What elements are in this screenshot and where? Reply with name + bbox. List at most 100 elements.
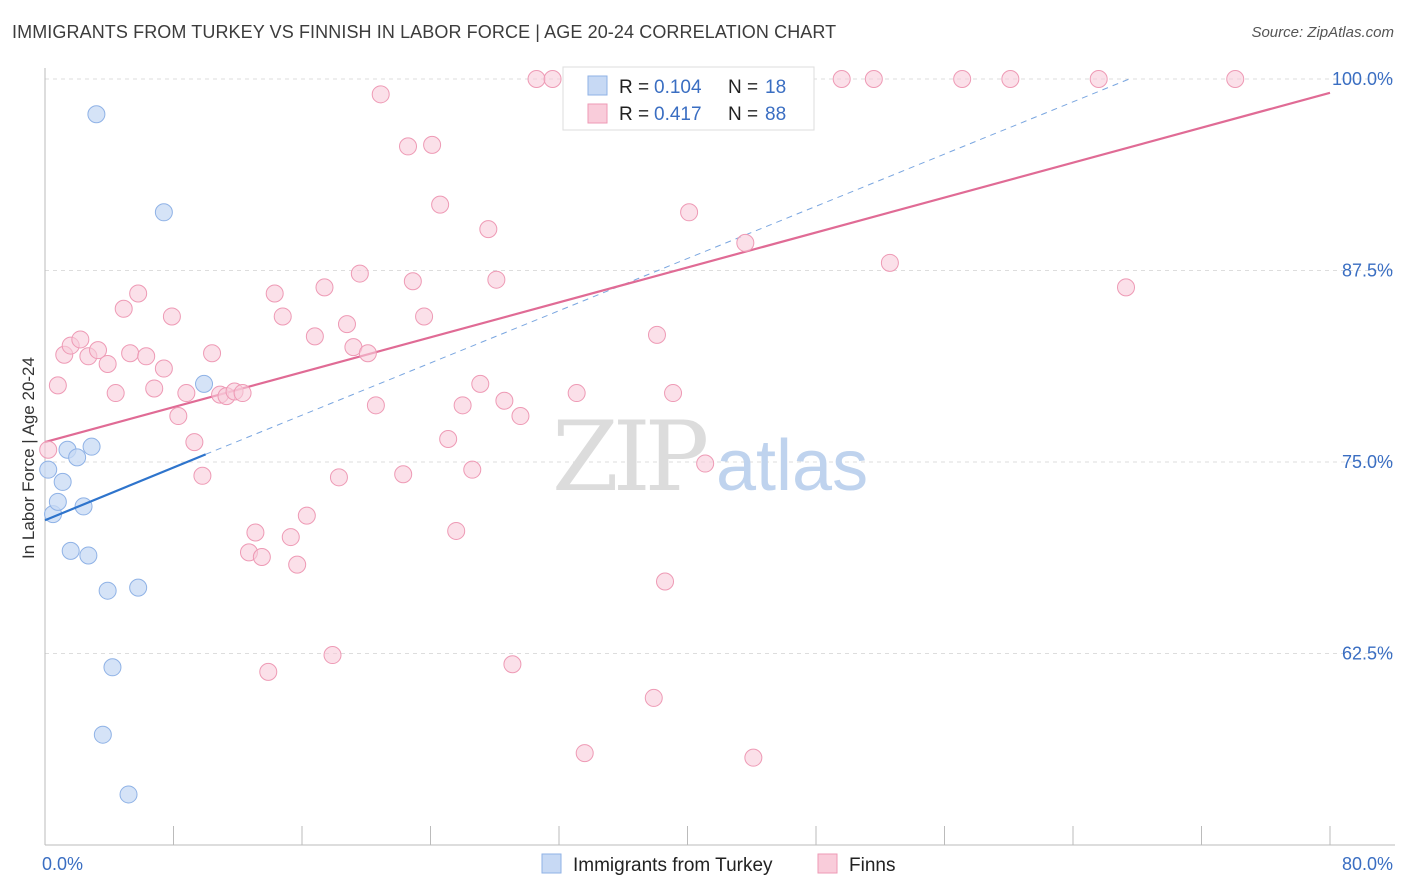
finns-point (415, 307, 434, 326)
bottom-legend-turkey-swatch (541, 853, 562, 874)
finns-point (503, 655, 522, 674)
finns-point (511, 407, 530, 426)
turkey-point (53, 472, 72, 491)
y-tick-label: 100.0% (1332, 69, 1393, 89)
finns-point (89, 341, 108, 360)
legend-finns-r-label: R = (619, 104, 649, 125)
finns-point (177, 384, 196, 403)
finns-point (527, 70, 546, 88)
finns-point (305, 327, 324, 346)
finns-point (371, 85, 390, 104)
finns-point (162, 307, 181, 326)
finns-point (403, 272, 422, 291)
y-axis-title: In Labor Force | Age 20-24 (19, 357, 38, 559)
finns-point (297, 506, 316, 525)
finns-point (315, 278, 334, 297)
finns-point (953, 70, 972, 88)
finns-point (744, 748, 763, 767)
finns-point (439, 430, 458, 449)
finns-point (71, 330, 90, 349)
finns-point (145, 379, 164, 398)
finns-point (169, 407, 188, 426)
turkey-point (93, 725, 112, 744)
finns-point (329, 468, 348, 487)
finns-point (337, 315, 356, 334)
finns-point (1117, 278, 1136, 297)
bottom-legend-finns-label: Finns (849, 855, 895, 876)
legend-finns-r-value: 0.417 (654, 104, 702, 125)
finns-point (656, 572, 675, 591)
turkey-point (154, 203, 173, 222)
finns-point (252, 547, 271, 566)
finns-point (575, 744, 594, 763)
finns-point (479, 220, 498, 239)
x-tick-label: 80.0% (1342, 854, 1393, 874)
finns-point (487, 270, 506, 289)
source-label: Source: ZipAtlas.com (1251, 24, 1394, 41)
turkey-trend-extension (205, 78, 1130, 455)
finns-point (423, 135, 442, 154)
finns-point (394, 465, 413, 484)
finns-point (48, 376, 67, 395)
finns-point (567, 384, 586, 403)
finns-point (447, 521, 466, 540)
finns-point (281, 528, 300, 547)
finns-point (1089, 70, 1108, 88)
legend-turkey-r-value: 0.104 (654, 77, 702, 98)
finns-point (463, 460, 482, 479)
turkey-point (61, 541, 80, 560)
finns-point (114, 299, 133, 318)
finns-point (39, 440, 58, 459)
finns-point (366, 396, 385, 415)
legend-turkey-swatch (587, 75, 608, 96)
legend-turkey-n-value: 18 (765, 77, 786, 98)
finns-point (696, 454, 715, 473)
finns-point (203, 344, 222, 363)
finns-point (137, 347, 156, 366)
finns-point (680, 203, 699, 222)
turkey-point (195, 374, 214, 393)
legend-box: R = 0.104 N = 18 R = 0.417 N = 88 (562, 66, 815, 131)
turkey-point (79, 546, 98, 565)
watermark: ZIP atlas (552, 401, 868, 513)
chart-title: IMMIGRANTS FROM TURKEY VS FINNISH IN LAB… (12, 22, 837, 42)
finns-point (880, 253, 899, 272)
turkey-point (87, 105, 106, 124)
bottom-legend: Immigrants from Turkey Finns (541, 853, 895, 876)
turkey-point (98, 581, 117, 600)
turkey-point (68, 448, 87, 467)
legend-finns-n-label: N = (728, 104, 758, 125)
turkey-point (129, 578, 148, 597)
finns-point (323, 646, 342, 665)
finns-trend-line (44, 91, 1331, 444)
watermark-atlas: atlas (716, 426, 868, 506)
trend-lines (44, 78, 1331, 455)
turkey-point (103, 658, 122, 677)
finns-point (453, 396, 472, 415)
turkey-point (82, 437, 101, 456)
finns-point (1226, 70, 1245, 88)
finns-point (647, 325, 666, 344)
finns-point (358, 344, 377, 363)
finns-point (106, 384, 125, 403)
watermark-zip: ZIP (552, 401, 707, 513)
turkey-trend-line (44, 453, 207, 522)
finns-point (185, 433, 204, 452)
legend-finns-swatch (587, 103, 608, 124)
finns-point (736, 233, 755, 252)
finns-point (233, 384, 252, 403)
finns-point (864, 70, 883, 88)
finns-point (129, 284, 148, 303)
grid-lines (45, 78, 1395, 654)
bottom-legend-finns-swatch (817, 853, 838, 874)
finns-point (288, 555, 307, 574)
legend-finns-n-value: 88 (765, 104, 786, 125)
finns-point (193, 466, 212, 485)
finns-point (543, 70, 562, 88)
y-tick-label: 75.0% (1342, 452, 1393, 472)
legend-turkey-n-label: N = (728, 77, 758, 98)
finns-point (273, 307, 292, 326)
turkey-point (39, 460, 58, 479)
y-tick-label: 87.5% (1342, 261, 1393, 281)
